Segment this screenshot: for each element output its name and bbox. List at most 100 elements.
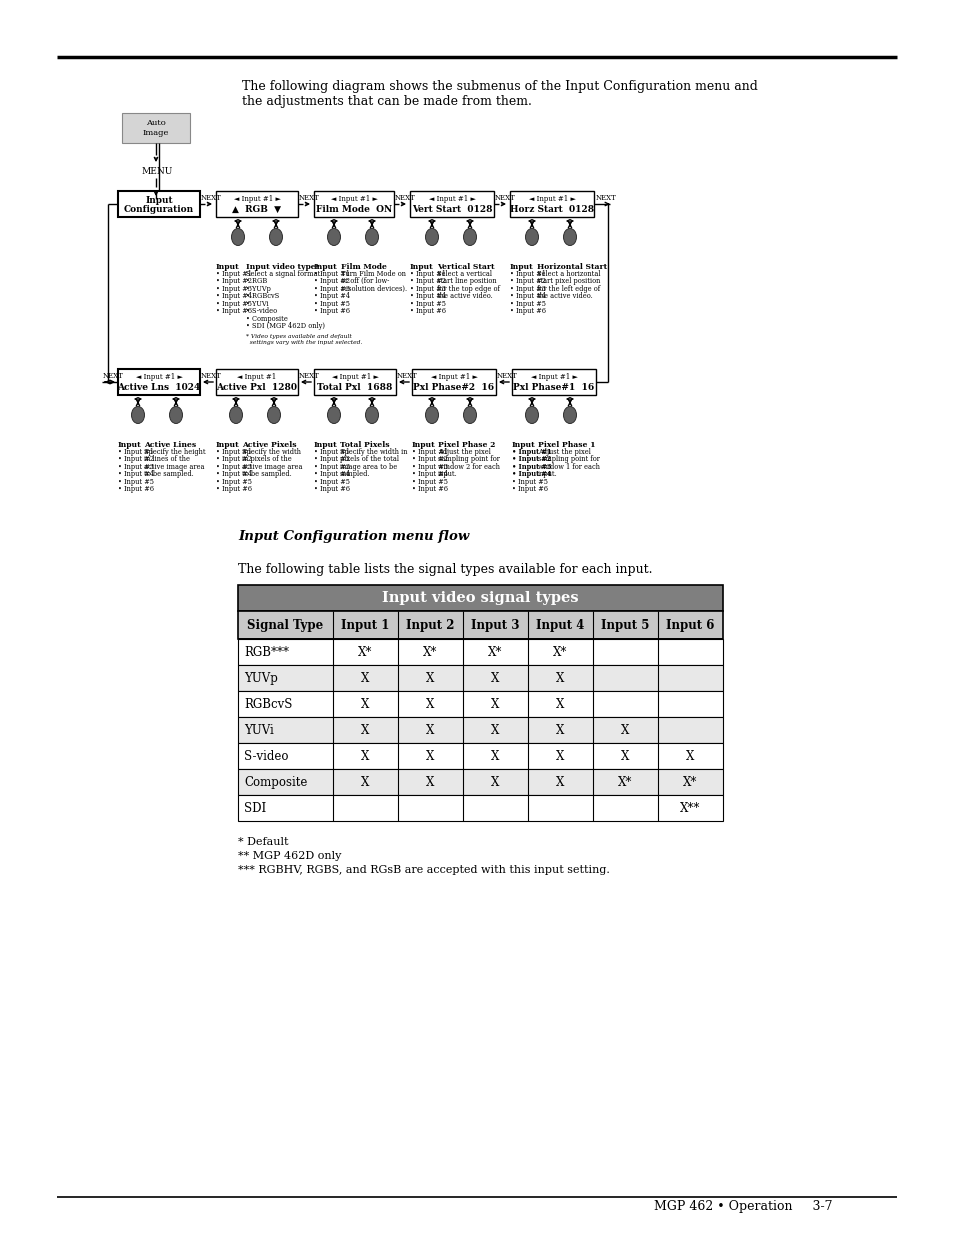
Text: • Composite: • Composite xyxy=(246,315,288,322)
Text: X: X xyxy=(426,750,435,762)
Text: X**: X** xyxy=(679,802,700,815)
Text: the active video.: the active video. xyxy=(436,291,493,300)
Text: resolution devices).: resolution devices). xyxy=(340,284,407,293)
Text: window 1 for each: window 1 for each xyxy=(537,462,599,471)
Text: • Input #4: • Input #4 xyxy=(314,471,350,478)
Text: ** MGP 462D only: ** MGP 462D only xyxy=(237,851,341,861)
Text: • Input #4: • Input #4 xyxy=(512,471,551,478)
Text: • Input #6: • Input #6 xyxy=(118,485,153,493)
Text: X*: X* xyxy=(423,646,437,658)
Text: Input 1: Input 1 xyxy=(341,619,389,631)
Text: settings vary with the input selected.: settings vary with the input selected. xyxy=(246,340,362,345)
Text: • Input #2: • Input #2 xyxy=(512,454,551,463)
Text: • Input #6: • Input #6 xyxy=(215,485,252,493)
Text: • Input #1: • Input #1 xyxy=(314,269,350,278)
Text: image area to be: image area to be xyxy=(339,462,396,471)
Text: • Input #5: • Input #5 xyxy=(412,478,448,485)
Text: Active Pixels: Active Pixels xyxy=(242,441,296,450)
Text: active image area: active image area xyxy=(144,462,204,471)
Text: NEXT: NEXT xyxy=(395,194,416,203)
Text: NEXT: NEXT xyxy=(201,372,222,380)
Text: X*: X* xyxy=(488,646,502,658)
Text: • RGB: • RGB xyxy=(246,277,267,285)
Ellipse shape xyxy=(327,228,340,246)
Text: NEXT: NEXT xyxy=(201,194,222,203)
Text: • Input #2: • Input #2 xyxy=(410,277,446,285)
Text: S-video: S-video xyxy=(244,750,288,762)
Text: • Input #3: • Input #3 xyxy=(510,284,545,293)
Text: Configuration: Configuration xyxy=(124,205,193,214)
Text: • Input #1: • Input #1 xyxy=(512,447,551,456)
Text: X: X xyxy=(361,750,370,762)
Text: X: X xyxy=(491,698,499,710)
Text: ◄ Input #1 ►: ◄ Input #1 ► xyxy=(528,195,575,203)
Text: ◄ Input #1 ►: ◄ Input #1 ► xyxy=(530,373,577,382)
Bar xyxy=(237,743,722,769)
Text: Input: Input xyxy=(215,441,239,450)
Bar xyxy=(314,369,395,395)
Ellipse shape xyxy=(232,228,244,246)
Text: • Input #1: • Input #1 xyxy=(412,447,448,456)
Text: • YUVi: • YUVi xyxy=(246,300,269,308)
Text: Signal Type: Signal Type xyxy=(247,619,323,631)
Text: Film Mode  ON: Film Mode ON xyxy=(315,205,392,214)
Text: X*: X* xyxy=(553,646,567,658)
Text: start line position: start line position xyxy=(436,277,497,285)
Text: window 2 for each: window 2 for each xyxy=(437,462,499,471)
Text: • Input #3: • Input #3 xyxy=(215,462,252,471)
Text: • Input #6: • Input #6 xyxy=(314,308,350,315)
Text: sampled.: sampled. xyxy=(339,471,370,478)
Text: • Input #6: • Input #6 xyxy=(410,308,446,315)
Text: • Input #6: • Input #6 xyxy=(512,485,547,493)
Text: • Input #3: • Input #3 xyxy=(314,462,350,471)
Ellipse shape xyxy=(327,406,340,424)
Text: SDI: SDI xyxy=(244,802,266,815)
Text: • Input #2: • Input #2 xyxy=(314,454,350,463)
Text: • Input #4: • Input #4 xyxy=(215,471,252,478)
Text: Select a horizontal: Select a horizontal xyxy=(537,269,599,278)
Text: • Input #6: • Input #6 xyxy=(215,308,252,315)
Text: • Input #1: • Input #1 xyxy=(510,269,545,278)
Text: NEXT: NEXT xyxy=(497,372,517,380)
Text: Active Lines: Active Lines xyxy=(144,441,196,450)
Text: Pxl Phase#2  16: Pxl Phase#2 16 xyxy=(413,383,494,391)
Text: active image area: active image area xyxy=(242,462,302,471)
Text: Film Mode: Film Mode xyxy=(340,263,387,270)
Text: X: X xyxy=(491,750,499,762)
Text: Auto
Image: Auto Image xyxy=(143,119,169,137)
Text: • Input #1: • Input #1 xyxy=(215,269,252,278)
Ellipse shape xyxy=(267,406,280,424)
Text: the active video.: the active video. xyxy=(537,291,592,300)
Text: ◄ Input #1 ►: ◄ Input #1 ► xyxy=(233,195,280,203)
Text: • Input #6: • Input #6 xyxy=(412,485,448,493)
Text: in lines of the: in lines of the xyxy=(144,454,190,463)
Bar xyxy=(314,191,394,217)
Text: X: X xyxy=(556,776,564,788)
Text: ◄ Input #1: ◄ Input #1 xyxy=(237,373,276,382)
Text: in pixels of the: in pixels of the xyxy=(242,454,292,463)
Text: Input: Input xyxy=(510,263,533,270)
Text: NEXT: NEXT xyxy=(396,372,417,380)
Ellipse shape xyxy=(269,228,282,246)
Text: • Input #3: • Input #3 xyxy=(412,462,448,471)
Text: • Input #3: • Input #3 xyxy=(314,284,350,293)
Text: • Input #2: • Input #2 xyxy=(510,277,545,285)
Text: ◄ Input #1 ►: ◄ Input #1 ► xyxy=(332,373,378,382)
Bar xyxy=(237,611,722,638)
Bar xyxy=(237,718,722,743)
Text: MENU: MENU xyxy=(142,167,173,177)
Text: Input Configuration menu flow: Input Configuration menu flow xyxy=(237,530,469,543)
Text: Specify the height: Specify the height xyxy=(144,447,206,456)
Text: pixels of the total: pixels of the total xyxy=(339,454,398,463)
Bar xyxy=(510,191,594,217)
Text: • Input #5: • Input #5 xyxy=(510,300,545,308)
Text: ◄ Input #1 ►: ◄ Input #1 ► xyxy=(331,195,377,203)
Ellipse shape xyxy=(463,228,476,246)
Ellipse shape xyxy=(463,406,476,424)
Text: • Input #2: • Input #2 xyxy=(215,277,252,285)
Text: Composite: Composite xyxy=(244,776,307,788)
Ellipse shape xyxy=(132,406,144,424)
Bar xyxy=(237,795,722,821)
Ellipse shape xyxy=(170,406,182,424)
Text: Input: Input xyxy=(215,263,239,270)
